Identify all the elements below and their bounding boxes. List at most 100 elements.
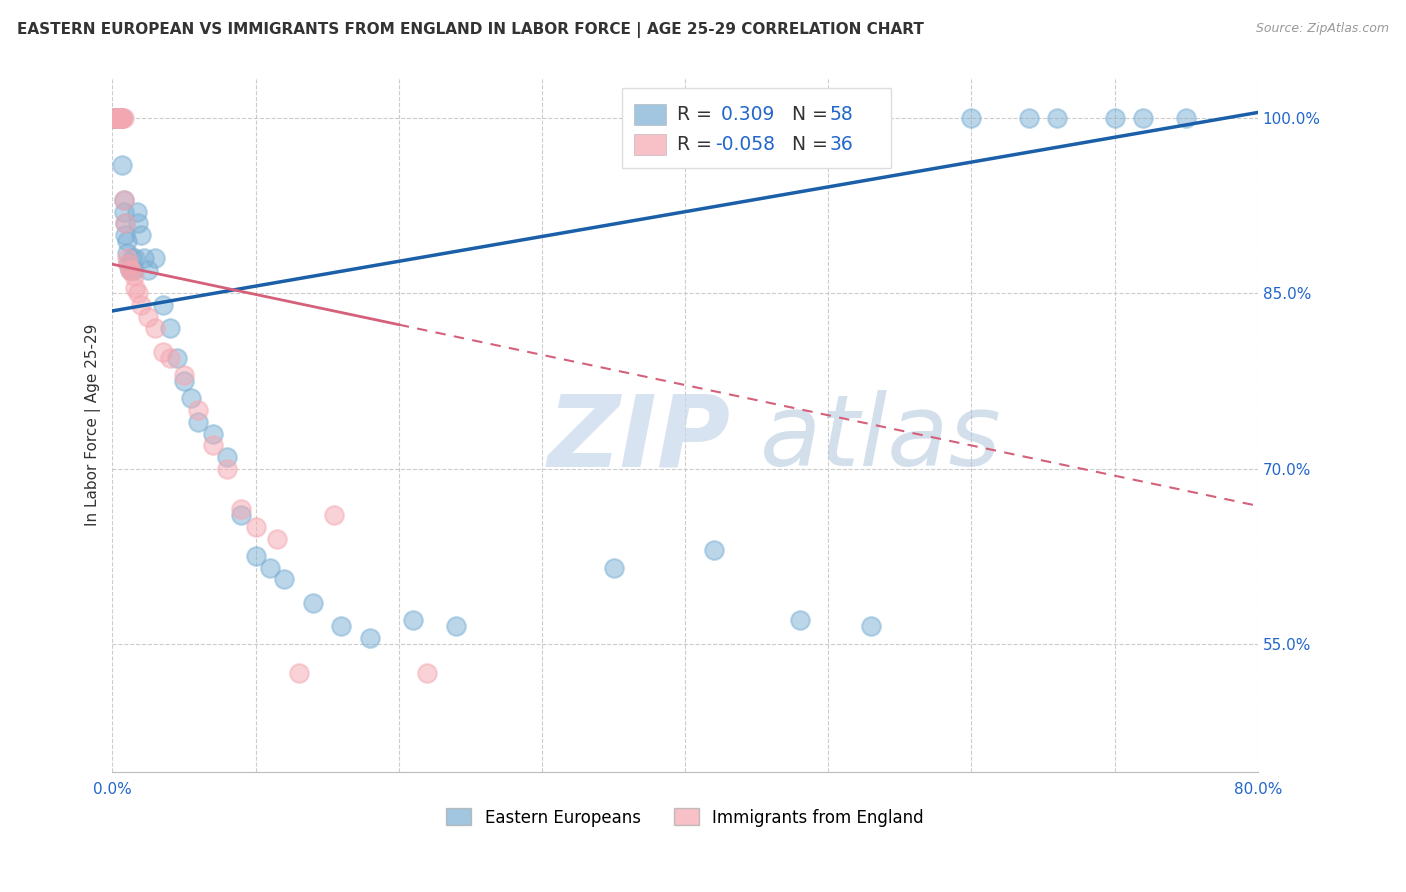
Point bbox=[402, 613, 425, 627]
Point bbox=[115, 234, 138, 248]
Point bbox=[122, 263, 145, 277]
Point bbox=[121, 252, 143, 266]
Text: atlas: atlas bbox=[759, 390, 1001, 487]
Point bbox=[125, 204, 148, 219]
Point bbox=[159, 351, 181, 365]
Point bbox=[114, 216, 136, 230]
Point bbox=[1046, 112, 1069, 126]
Point bbox=[110, 112, 132, 126]
Point bbox=[111, 112, 134, 126]
Point bbox=[117, 257, 139, 271]
FancyBboxPatch shape bbox=[634, 103, 665, 125]
Point bbox=[166, 351, 188, 365]
Point bbox=[136, 310, 159, 324]
Point bbox=[1018, 112, 1040, 126]
Point bbox=[107, 112, 129, 126]
Point bbox=[103, 112, 125, 126]
Point bbox=[112, 112, 135, 126]
Point bbox=[231, 502, 253, 516]
Text: 58: 58 bbox=[830, 104, 853, 124]
Point bbox=[703, 543, 725, 558]
Point bbox=[114, 227, 136, 242]
Point bbox=[105, 112, 128, 126]
Point bbox=[180, 392, 202, 406]
Text: Source: ZipAtlas.com: Source: ZipAtlas.com bbox=[1256, 22, 1389, 36]
Point bbox=[602, 560, 624, 574]
Point bbox=[201, 438, 224, 452]
Point bbox=[129, 298, 152, 312]
Point bbox=[105, 112, 128, 126]
Point bbox=[117, 257, 139, 271]
Point bbox=[215, 450, 238, 464]
Point bbox=[132, 252, 155, 266]
Point bbox=[444, 619, 467, 633]
Point bbox=[129, 227, 152, 242]
Point bbox=[107, 112, 129, 126]
Point bbox=[108, 112, 131, 126]
FancyBboxPatch shape bbox=[634, 135, 665, 155]
Point bbox=[108, 112, 131, 126]
Point bbox=[187, 403, 209, 417]
Point bbox=[110, 112, 132, 126]
Point bbox=[152, 344, 174, 359]
Point bbox=[104, 112, 127, 126]
Legend: Eastern Europeans, Immigrants from England: Eastern Europeans, Immigrants from Engla… bbox=[440, 802, 931, 833]
Point bbox=[118, 263, 141, 277]
Point bbox=[105, 112, 128, 126]
Point bbox=[173, 368, 195, 383]
Point bbox=[103, 112, 125, 126]
Point bbox=[187, 415, 209, 429]
Text: EASTERN EUROPEAN VS IMMIGRANTS FROM ENGLAND IN LABOR FORCE | AGE 25-29 CORRELATI: EASTERN EUROPEAN VS IMMIGRANTS FROM ENGL… bbox=[17, 22, 924, 38]
FancyBboxPatch shape bbox=[621, 87, 891, 168]
Point bbox=[1104, 112, 1126, 126]
Point bbox=[302, 596, 325, 610]
Point bbox=[104, 112, 127, 126]
Point bbox=[245, 549, 267, 563]
Point bbox=[173, 374, 195, 388]
Point bbox=[107, 112, 129, 126]
Point bbox=[127, 286, 149, 301]
Point bbox=[201, 426, 224, 441]
Point bbox=[114, 216, 136, 230]
Point bbox=[105, 112, 128, 126]
Text: 36: 36 bbox=[830, 136, 853, 154]
Point bbox=[107, 112, 129, 126]
Point bbox=[111, 158, 134, 172]
Point bbox=[145, 321, 167, 335]
Point bbox=[1132, 112, 1154, 126]
Point bbox=[124, 280, 146, 294]
Point bbox=[124, 252, 146, 266]
Point bbox=[112, 204, 135, 219]
Point bbox=[110, 112, 132, 126]
Point bbox=[111, 112, 134, 126]
Point bbox=[215, 461, 238, 475]
Point bbox=[120, 263, 142, 277]
Point bbox=[145, 252, 167, 266]
Point bbox=[323, 508, 346, 523]
Point bbox=[115, 245, 138, 260]
Point bbox=[287, 665, 309, 680]
Point bbox=[159, 321, 181, 335]
Point bbox=[122, 268, 145, 283]
Point bbox=[266, 532, 288, 546]
Point bbox=[112, 193, 135, 207]
Point bbox=[1175, 112, 1198, 126]
Point bbox=[231, 508, 253, 523]
Point bbox=[136, 263, 159, 277]
Text: ZIP: ZIP bbox=[548, 390, 731, 487]
Point bbox=[104, 112, 127, 126]
Point bbox=[245, 520, 267, 534]
Point bbox=[860, 619, 883, 633]
Point bbox=[127, 216, 149, 230]
Text: N =: N = bbox=[780, 104, 834, 124]
Point bbox=[120, 263, 142, 277]
Point bbox=[789, 613, 811, 627]
Point bbox=[112, 193, 135, 207]
Text: R =: R = bbox=[678, 104, 718, 124]
Point bbox=[330, 619, 353, 633]
Text: R =: R = bbox=[678, 136, 718, 154]
Point bbox=[108, 112, 131, 126]
Point bbox=[273, 573, 295, 587]
Text: -0.058: -0.058 bbox=[714, 136, 775, 154]
Point bbox=[108, 112, 131, 126]
